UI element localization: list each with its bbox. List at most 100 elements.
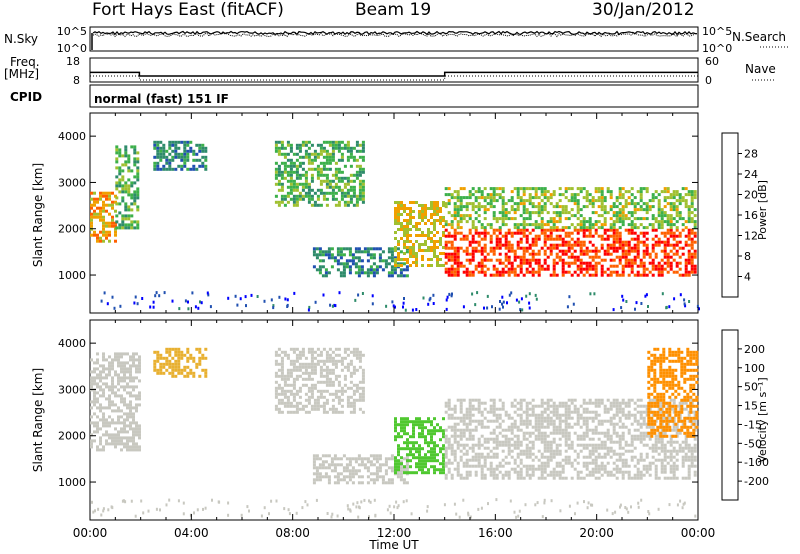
data-cell <box>439 450 442 454</box>
data-cell <box>153 161 157 165</box>
data-cell <box>693 231 697 235</box>
data-cell <box>295 182 299 186</box>
data-cell <box>519 422 523 426</box>
data-cell <box>397 210 400 213</box>
data-cell <box>318 259 322 263</box>
data-cell <box>108 364 111 368</box>
data-cell <box>501 401 505 405</box>
data-cell <box>489 461 493 465</box>
data-cell <box>313 398 317 402</box>
data-cell <box>135 352 138 356</box>
data-cell <box>114 391 117 395</box>
data-cell <box>450 476 454 480</box>
data-cell <box>495 246 499 250</box>
data-cell <box>582 240 586 244</box>
data-cell <box>444 404 448 408</box>
data-cell <box>615 404 619 408</box>
date-label: 30/Jan/2012 <box>592 0 695 20</box>
data-cell <box>540 440 544 444</box>
data-cell <box>292 392 296 396</box>
data-cell <box>660 273 664 277</box>
data-cell <box>627 413 631 417</box>
data-cell <box>130 223 134 227</box>
data-cell <box>678 261 682 265</box>
data-cell <box>504 217 508 221</box>
data-cell <box>397 432 400 436</box>
data-cell <box>453 422 457 426</box>
data-cell <box>495 467 499 471</box>
data-cell <box>558 258 562 262</box>
data-cell <box>298 194 302 198</box>
data-cell <box>615 270 619 274</box>
ground-scatter-cell <box>106 302 109 306</box>
data-cell <box>576 223 580 227</box>
data-cell <box>639 398 643 402</box>
data-cell <box>436 423 439 427</box>
data-cell <box>576 199 580 203</box>
data-cell <box>162 152 166 156</box>
data-cell <box>331 149 335 153</box>
data-cell <box>552 258 556 262</box>
data-cell <box>645 211 649 215</box>
data-cell <box>127 166 131 170</box>
data-cell <box>301 365 305 369</box>
data-cell <box>307 374 311 378</box>
data-cell <box>313 368 317 372</box>
search-noise-line <box>92 32 698 38</box>
data-cell <box>504 252 508 256</box>
data-cell <box>418 426 421 430</box>
data-cell <box>126 412 129 416</box>
data-cell <box>663 446 667 450</box>
data-cell <box>621 473 625 477</box>
data-cell <box>316 401 320 405</box>
data-cell <box>322 359 326 363</box>
data-cell <box>307 410 311 414</box>
data-cell <box>534 220 538 224</box>
data-cell <box>283 146 287 150</box>
data-cell <box>361 170 365 174</box>
data-cell <box>133 175 137 179</box>
data-cell <box>400 222 403 225</box>
data-cell <box>331 359 335 363</box>
data-cell <box>409 234 412 237</box>
data-cell <box>552 237 556 241</box>
data-cell <box>310 365 314 369</box>
data-cell <box>415 252 418 255</box>
data-cell <box>480 226 484 230</box>
data-cell <box>537 431 541 435</box>
data-cell <box>543 401 547 405</box>
data-cell <box>576 237 580 241</box>
data-cell <box>90 224 93 228</box>
data-cell <box>130 214 134 218</box>
data-cell <box>292 182 296 186</box>
data-cell <box>156 353 160 357</box>
data-cell <box>507 443 511 447</box>
data-cell <box>174 350 178 354</box>
data-cell <box>402 481 406 485</box>
data-cell <box>358 398 362 402</box>
data-cell <box>678 202 682 206</box>
data-cell <box>582 407 586 411</box>
data-cell <box>390 247 394 251</box>
data-cell <box>630 231 634 235</box>
data-cell <box>465 464 469 468</box>
data-cell <box>360 457 364 461</box>
data-cell <box>436 210 439 213</box>
data-cell <box>198 146 202 150</box>
data-cell <box>198 359 202 363</box>
data-cell <box>549 458 553 462</box>
data-cell <box>459 398 463 402</box>
data-cell <box>528 217 532 221</box>
data-cell <box>289 188 293 192</box>
data-cell <box>636 410 640 414</box>
data-cell <box>606 437 610 441</box>
data-cell <box>342 274 346 278</box>
data-cell <box>351 259 355 263</box>
data-cell <box>678 231 682 235</box>
data-cell <box>280 188 284 192</box>
data-cell <box>363 250 367 254</box>
data-cell <box>603 452 607 456</box>
data-cell <box>456 446 460 450</box>
data-cell <box>342 271 346 275</box>
data-cell <box>453 258 457 262</box>
